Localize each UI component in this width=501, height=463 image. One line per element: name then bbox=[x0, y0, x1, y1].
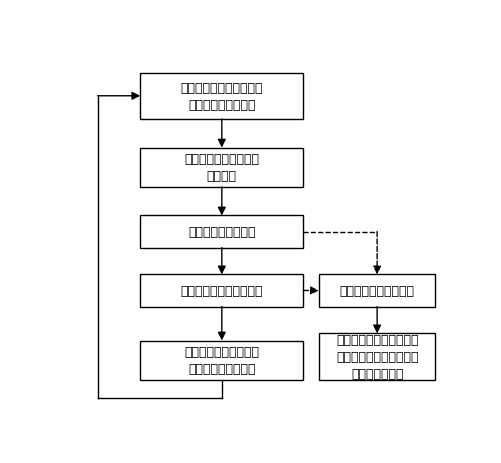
Text: 向光开关传递操作命令: 向光开关传递操作命令 bbox=[340, 284, 415, 297]
FancyBboxPatch shape bbox=[140, 148, 303, 188]
FancyBboxPatch shape bbox=[319, 275, 435, 307]
Text: 用户根据信息在客户端
进行操作: 用户根据信息在客户端 进行操作 bbox=[184, 153, 260, 183]
FancyBboxPatch shape bbox=[140, 275, 303, 307]
FancyBboxPatch shape bbox=[319, 334, 435, 380]
FancyBboxPatch shape bbox=[140, 216, 303, 248]
Text: 服务器端根据操作命令
更新存储的仪表信息: 服务器端根据操作命令 更新存储的仪表信息 bbox=[184, 345, 260, 375]
Text: 客户端发出操作命令: 客户端发出操作命令 bbox=[188, 225, 256, 238]
FancyBboxPatch shape bbox=[140, 341, 303, 380]
Text: 光开关根据操作命令执行
光路切换，实现对应仪表
与被测物体相连: 光开关根据操作命令执行 光路切换，实现对应仪表 与被测物体相连 bbox=[336, 333, 418, 380]
Text: 向服务器端传递操作命令: 向服务器端传递操作命令 bbox=[180, 284, 263, 297]
FancyBboxPatch shape bbox=[140, 74, 303, 120]
Text: 服务器端搜集和存储仪表
信息并向客户端广播: 服务器端搜集和存储仪表 信息并向客户端广播 bbox=[180, 81, 263, 112]
